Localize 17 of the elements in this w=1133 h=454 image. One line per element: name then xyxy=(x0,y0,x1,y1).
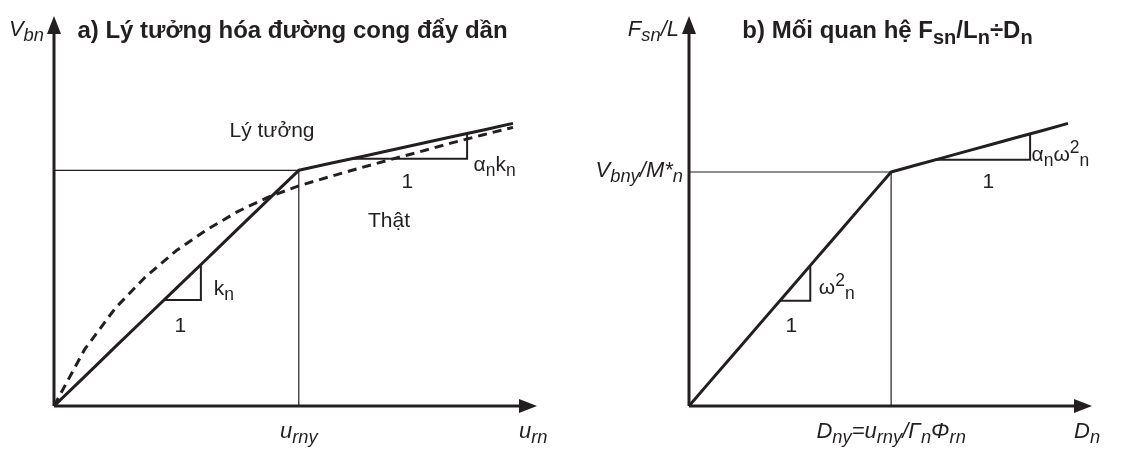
x-axis-title: u$_{rn}$ xyxy=(519,418,548,448)
x-axis-title: D$_{n}$ xyxy=(1074,418,1101,448)
annotation: α$_{n}$k$_{n}$ xyxy=(473,151,516,180)
annotation: 1 xyxy=(401,168,414,192)
text: D$_{ny}$=u$_{rny}$/Γ$_{n}$Φ$_{rn}$ xyxy=(816,418,966,448)
y-axis-title: F$_{sn}$/L xyxy=(627,16,679,46)
annotation: 1 xyxy=(174,312,187,336)
annotation: k$_{n}$ xyxy=(213,275,234,304)
chart-title: a) Lý tưởng hóa đường cong đẩy dần xyxy=(76,15,509,45)
annotation: 1 xyxy=(982,168,995,192)
y-axis-title: V$_{bn}$ xyxy=(8,16,44,46)
chart-title: b) Mối quan hệ F$_{sn}$/L$_{n}$÷D$_{n}$ xyxy=(741,15,1034,50)
annotation: Thật xyxy=(368,207,411,231)
annotation: 1 xyxy=(785,312,798,336)
text: u$_{rny}$ xyxy=(279,418,318,448)
annotation: Lý tưởng xyxy=(229,117,315,141)
ref-line-label: V$_{bny}$/M*$_{n}$ xyxy=(595,156,683,187)
